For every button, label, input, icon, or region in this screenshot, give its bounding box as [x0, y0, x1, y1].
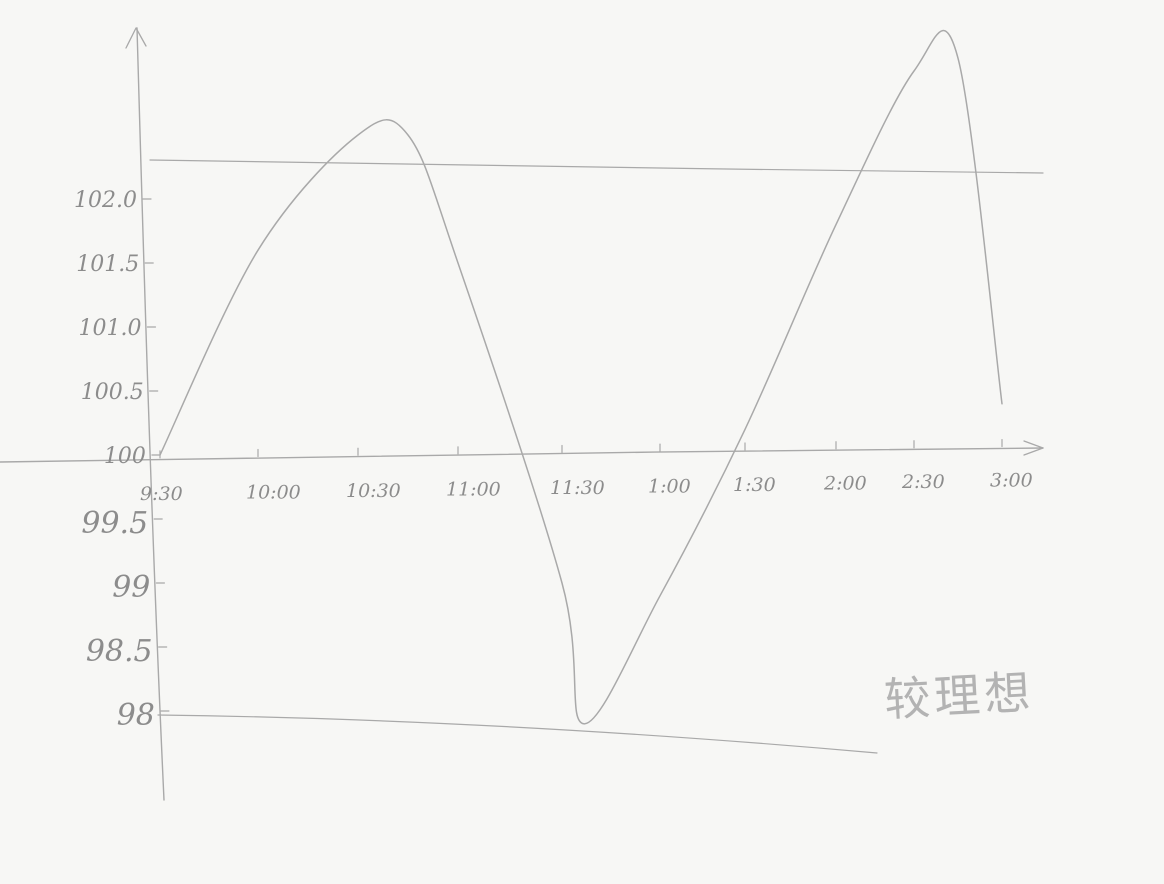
x-tick-label: 10:00	[246, 482, 301, 504]
x-tick-label: 10:30	[346, 480, 401, 502]
y-tick-label: 102.0	[74, 188, 137, 213]
x-tick-label: 2:00	[823, 473, 867, 495]
y-tick-label: 99.5	[81, 506, 148, 541]
series-line	[159, 29, 1003, 725]
x-tick-label: 11:00	[446, 479, 501, 501]
x-axis	[0, 447, 1044, 463]
y-tick-label: 100	[104, 444, 146, 469]
upper-band-line	[149, 159, 1044, 174]
x-tick-label: 3:00	[990, 470, 1033, 492]
y-tick-marks	[142, 198, 170, 712]
x-tick-label: 1:30	[733, 474, 776, 496]
x-tick-label: 11:30	[550, 477, 605, 499]
y-tick-label: 101.5	[76, 252, 139, 277]
x-tick-label: 1:00	[648, 476, 691, 498]
y-tick-label: 100.5	[81, 380, 144, 405]
y-tick-label: 101.0	[78, 316, 141, 341]
y-axis-arrow	[125, 27, 147, 49]
y-tick-label: 98	[117, 698, 155, 733]
x-tick-marks	[159, 438, 1003, 459]
y-tick-labels: 102.0 101.5 101.0 100.5 100 99.5 99 98.5 98	[74, 188, 155, 733]
x-tick-label: 2:30	[901, 471, 945, 493]
x-tick-labels: 9:30 10:00 10:30 11:00 11:30 1:00 1:30 2:00 2:30…	[140, 470, 1033, 506]
y-tick-label: 99	[112, 570, 150, 605]
annotation-note: 较理想	[882, 665, 1036, 727]
y-axis	[136, 27, 165, 801]
x-axis-arrow	[1023, 440, 1044, 456]
y-tick-label: 98.5	[86, 634, 153, 669]
lower-band-line	[157, 714, 878, 754]
x-tick-label: 9:30	[140, 483, 183, 505]
